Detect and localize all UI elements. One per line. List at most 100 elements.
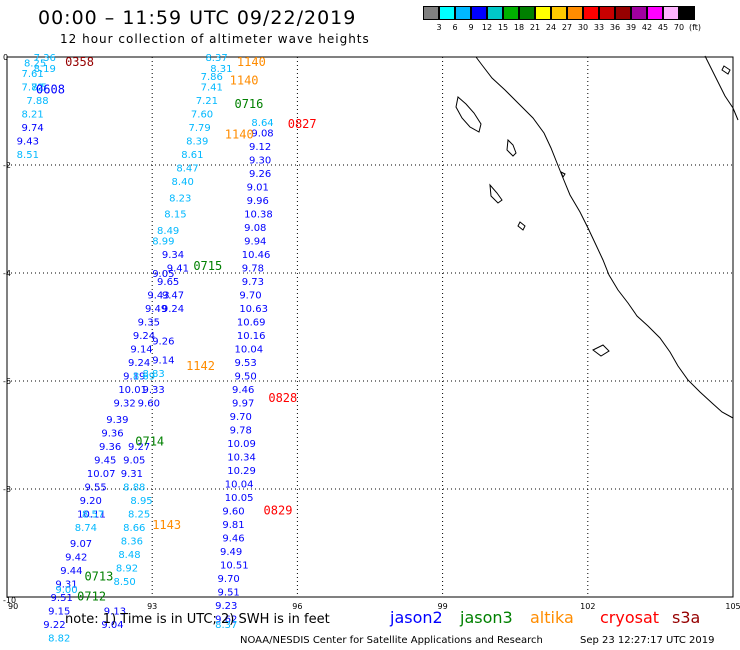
colorbar-swatch: [535, 6, 551, 20]
colorbar-swatch: [503, 6, 519, 20]
swh-value: 9.60: [138, 399, 160, 410]
swh-value: 7.79: [189, 123, 211, 134]
swh-value: 8.74: [75, 523, 97, 534]
swh-value: 10.05: [225, 493, 254, 504]
footnote: note: 1) Time is in UTC; 2) SWH is in fe…: [65, 612, 330, 627]
swh-value: 9.46: [232, 385, 254, 396]
pass-time-label: 0608: [36, 82, 65, 96]
legend-jason2: jason2: [390, 608, 443, 627]
colorbar-label: 36: [609, 23, 621, 32]
swh-value: 9.45: [94, 455, 116, 466]
pass-time-label: 0716: [234, 97, 263, 111]
swh-value: 9.24: [133, 331, 155, 342]
swh-value: 9.27: [128, 442, 150, 453]
swh-value: 8.64: [251, 118, 273, 129]
swh-value: 9.34: [162, 250, 184, 261]
legend-cryosat: cryosat: [600, 608, 660, 627]
malaysia-coastline: [704, 55, 739, 121]
swh-value: 9.60: [222, 507, 244, 518]
x-tick-label: 99: [438, 602, 448, 611]
colorbar-label: 9: [468, 23, 474, 32]
swh-value: 7.72: [22, 83, 44, 94]
swh-value: 7.88: [26, 96, 48, 107]
swh-value: 9.05: [123, 455, 145, 466]
swh-value: 9.14: [152, 355, 174, 366]
swh-value: 8.36: [121, 536, 143, 547]
swh-value: 9.51: [218, 588, 240, 599]
swh-value: 8.47: [176, 164, 198, 175]
swh-value: 8.57: [82, 509, 104, 520]
swh-value: 9.97: [232, 399, 254, 410]
swh-value: 8.49: [157, 226, 179, 237]
swh-value: 8.69: [133, 372, 155, 383]
colorbar-swatch: [423, 6, 439, 20]
swh-value: 10.09: [227, 439, 256, 450]
swh-value: 9.41: [167, 264, 189, 275]
swh-value: 9.01: [247, 183, 269, 194]
swh-value: 8.88: [123, 482, 145, 493]
swh-labels: 7.368.258.197.617.728.57.888.218.519.749…: [17, 53, 274, 645]
swh-value: 9.24: [128, 358, 150, 369]
colorbar-swatch: [471, 6, 487, 20]
colorbar-label: 30: [577, 23, 589, 32]
x-tick-label: 93: [147, 602, 157, 611]
swh-value: 8.50: [113, 577, 135, 588]
swh-value: 9.78: [230, 426, 252, 437]
y-tick-label: 0: [3, 53, 8, 62]
swh-value: 9.42: [65, 553, 87, 564]
swh-value: 8.82: [48, 634, 70, 645]
swh-value: 9.43: [147, 291, 169, 302]
swh-value: 9.55: [84, 482, 106, 493]
small-island-b: [560, 170, 566, 179]
swh-value: 10.01: [118, 385, 147, 396]
x-tick-label: 102: [580, 602, 595, 611]
swh-value: 9.19: [123, 372, 145, 383]
swh-value: 8.25: [128, 509, 150, 520]
colorbar-label: 12: [481, 23, 493, 32]
swh-value: 9.22: [43, 620, 65, 631]
swh-value: 9.23: [215, 601, 237, 612]
swh-value: 9.36: [101, 428, 123, 439]
swh-value: 8.51: [17, 150, 39, 161]
pass-time-label: 1142: [186, 359, 215, 373]
enggano-island: [592, 344, 610, 357]
legend-s3a: s3a: [672, 608, 701, 627]
pass-time-label: 1140: [237, 55, 266, 69]
swh-value: 9.32: [113, 399, 135, 410]
swh-value: 10.07: [87, 469, 116, 480]
swh-value: 7.21: [196, 96, 218, 107]
land-outline: [455, 55, 739, 419]
swh-value: 10.38: [244, 210, 273, 221]
swh-value: 9.96: [247, 196, 269, 207]
swh-value: 10.11: [77, 509, 106, 520]
swh-value: 8.83: [143, 369, 165, 380]
pass-time-label: 0714: [135, 434, 164, 448]
colorbar-label: 18: [513, 23, 525, 32]
swh-value: 8.95: [130, 496, 152, 507]
swh-value: 9.05: [152, 269, 174, 280]
swh-value: 9.14: [130, 345, 152, 356]
colorbar-label: 24: [545, 23, 557, 32]
axis-tick-labels: 90 93 96 99 102 105 0 -2 -4 -6 -8 -10: [3, 53, 740, 611]
swh-value: 8.31: [210, 64, 232, 75]
swh-value: 9.43: [17, 137, 39, 148]
swh-value: 10.16: [237, 331, 266, 342]
colorbar-swatch: [567, 6, 583, 20]
pass-time-label: 1140: [225, 128, 254, 142]
swh-value: 7.36: [34, 53, 56, 64]
swh-value: 9.78: [242, 264, 264, 275]
swh-value: 8.15: [164, 210, 186, 221]
swh-value: 9.70: [218, 574, 240, 585]
simeulue-island: [455, 96, 482, 133]
swh-value: 10.46: [242, 250, 271, 261]
swh-value: 9.24: [162, 304, 184, 315]
swh-value: 9.30: [249, 156, 271, 167]
swh-value: 9.70: [239, 291, 261, 302]
colorbar-swatch: [631, 6, 647, 20]
swh-value: 9.08: [251, 129, 273, 140]
pass-time-label: 0715: [193, 259, 222, 273]
swh-value: 9.74: [22, 123, 44, 134]
timestamp: Sep 23 12:27:17 UTC 2019: [580, 635, 715, 646]
colorbar-swatch: [679, 6, 695, 20]
